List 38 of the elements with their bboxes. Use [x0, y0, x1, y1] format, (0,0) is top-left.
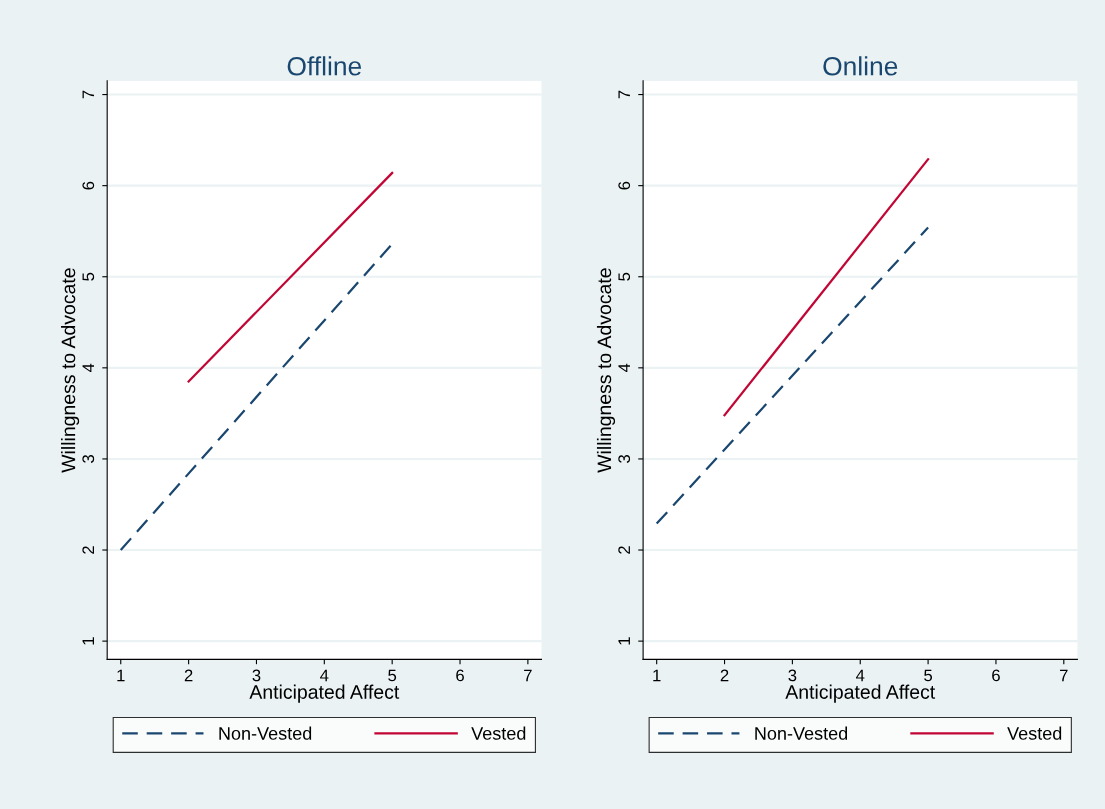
legend-label: Non-Vested [219, 726, 312, 740]
y-tick-label: 6 [618, 181, 631, 190]
y-tick-label: 1 [82, 637, 94, 645]
x-tick-label: 4 [855, 669, 865, 682]
x-tick-label: 3 [252, 669, 261, 682]
chart-title: Online [823, 56, 898, 76]
y-tick-label: 5 [618, 272, 631, 281]
x-tick-label: 1 [117, 669, 125, 682]
x-axis-title: Anticipated Affect [785, 684, 936, 703]
x-tick-label: 3 [788, 669, 797, 682]
y-axis-title: Willingness to Advocate [61, 268, 80, 473]
legend-label: Vested [1007, 726, 1062, 740]
x-tick-label: 2 [720, 669, 729, 682]
x-tick-label: 6 [456, 669, 464, 682]
y-tick-label: 2 [82, 546, 94, 554]
y-tick-label: 4 [618, 363, 630, 373]
y-axis-title: Willingness to Advocate [596, 268, 616, 473]
x-tick-label: 4 [320, 669, 329, 682]
x-axis-title: Anticipated Affect [249, 684, 400, 703]
x-tick-label: 7 [1060, 669, 1068, 682]
chart-title: Offline [287, 56, 362, 76]
x-tick-label: 7 [524, 669, 532, 682]
y-tick-label: 7 [82, 90, 94, 99]
legend-label: Non-Vested [755, 726, 848, 740]
y-tick-label: 3 [618, 455, 631, 463]
y-tick-label: 6 [82, 181, 95, 190]
x-tick-label: 6 [992, 669, 1000, 682]
x-tick-label: 5 [388, 669, 397, 682]
y-tick-label: 3 [82, 455, 95, 463]
y-tick-label: 7 [618, 90, 630, 99]
x-tick-label: 2 [184, 669, 193, 682]
y-tick-label: 2 [618, 546, 630, 554]
y-tick-label: 5 [82, 272, 95, 281]
x-tick-label: 1 [653, 669, 661, 682]
legend-label: Vested [471, 726, 526, 740]
x-tick-label: 5 [924, 669, 933, 682]
y-tick-label: 1 [618, 637, 630, 645]
y-tick-label: 4 [82, 363, 94, 373]
